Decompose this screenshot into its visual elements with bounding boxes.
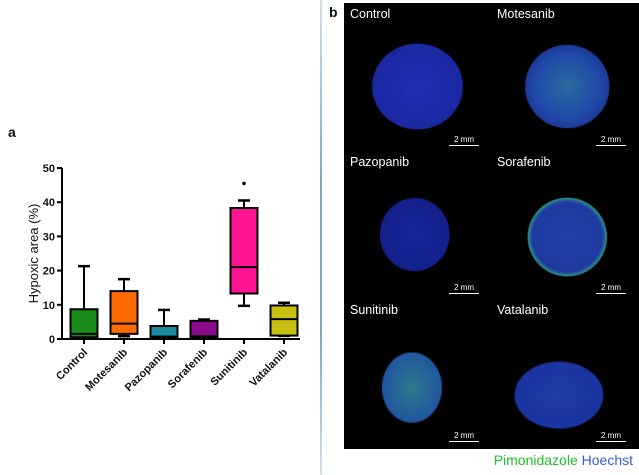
x-tick-label: Sorafenib xyxy=(166,346,211,391)
box-motesanib xyxy=(109,290,139,335)
scale-bar-label: 2 mm xyxy=(454,135,474,144)
panel-divider xyxy=(320,0,322,475)
scale-bar: 2 mm xyxy=(449,135,479,146)
section-title: Sorafenib xyxy=(497,155,551,169)
x-tick-label: Sunitinib xyxy=(208,346,250,388)
y-axis-title: Hypoxic area (%) xyxy=(26,204,41,304)
y-tick-label: 20 xyxy=(43,266,55,278)
scale-bar-label: 2 mm xyxy=(601,283,621,292)
section-title: Motesanib xyxy=(497,7,555,21)
x-tick-label: Vatalanib xyxy=(247,346,290,389)
tumor-section-image xyxy=(348,21,487,147)
outlier-point xyxy=(242,181,246,186)
section-title: Control xyxy=(350,7,391,21)
box-sorafenib xyxy=(189,319,219,339)
box-pazopanib xyxy=(149,325,179,339)
panel-a-label: a xyxy=(8,124,16,140)
hoechst-label: Hoechst xyxy=(581,452,633,468)
scale-bar: 2 mm xyxy=(596,283,626,294)
tumor-section-image xyxy=(495,169,634,295)
scale-bar: 2 mm xyxy=(449,283,479,294)
scale-bar-label: 2 mm xyxy=(601,431,621,440)
stain-legend: Pimonidazole Hoechst xyxy=(494,452,633,468)
tumor-section-image xyxy=(348,317,487,443)
y-tick-label: 10 xyxy=(43,300,55,312)
scale-bar-label: 2 mm xyxy=(454,283,474,292)
y-tick-label: 50 xyxy=(43,163,55,175)
section-title: Vatalanib xyxy=(497,303,549,317)
section-title: Pazopanib xyxy=(350,155,410,169)
box-control xyxy=(69,308,99,339)
tumor-section-image xyxy=(495,21,634,147)
x-tick-label: Control xyxy=(54,347,90,383)
microscopy-grid: Control 2 mm Motesanib 2 mm Pazopanib 2 mm Sor… xyxy=(344,3,639,449)
tumor-section-image xyxy=(348,169,487,295)
scale-bar-label: 2 mm xyxy=(454,431,474,440)
y-tick-label: 30 xyxy=(43,231,55,243)
box-sunitinib xyxy=(229,207,259,295)
y-tick-label: 0 xyxy=(49,334,55,346)
scale-bar: 2 mm xyxy=(449,431,479,442)
section-title: Sunitinib xyxy=(350,303,398,317)
scale-bar: 2 mm xyxy=(596,431,626,442)
pimonidazole-label: Pimonidazole xyxy=(493,452,578,468)
panel-b-label: b xyxy=(329,4,338,20)
box-vatalanib xyxy=(269,304,299,337)
scale-bar: 2 mm xyxy=(596,135,626,146)
tumor-section-image xyxy=(495,317,634,443)
y-tick-label: 40 xyxy=(43,197,55,209)
x-tick-label: Pazopanib xyxy=(123,346,171,394)
scale-bar-label: 2 mm xyxy=(601,135,621,144)
